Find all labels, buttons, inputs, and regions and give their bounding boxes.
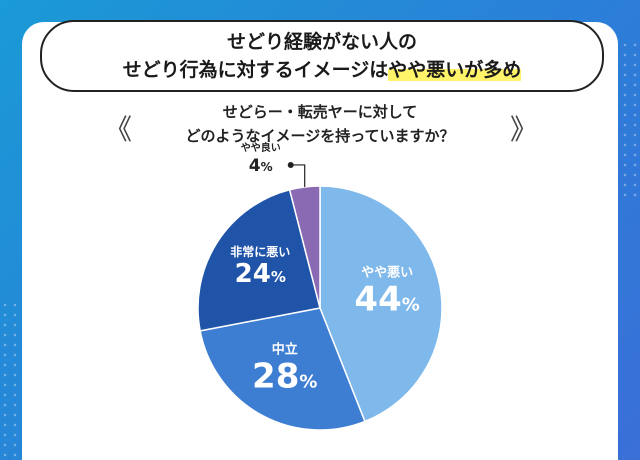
slice-value-3: 24% (235, 259, 286, 289)
question-line-1: せどらー・転売ヤーに対して (222, 103, 418, 121)
pie-slice-4 (288, 185, 321, 309)
leader-dot (287, 161, 294, 168)
slice-value-2: 28% (252, 356, 317, 396)
left-bracket-icon: 《 (104, 113, 133, 146)
survey-question: せどらー・転売ヤーに対して どのようなイメージを持っていますか？ (100, 100, 540, 148)
slice-label-1: やや悪い (361, 265, 413, 280)
slice-value-4: 4% (249, 156, 273, 176)
slice-value-1: 44% (354, 279, 419, 319)
title-line-2-text: せどり行為に対するイメージは (122, 59, 389, 81)
title-line-2: せどり行為に対するイメージはやや悪いが多め (123, 56, 522, 84)
slice-label-2: 中立 (272, 341, 298, 357)
title-line-1: せどり経験がない人の (226, 31, 417, 53)
pie-slice-1 (319, 185, 443, 423)
right-bracket-icon: 》 (510, 113, 539, 146)
title-highlight: やや悪いが多め (388, 59, 522, 81)
pie-slice-3 (197, 188, 321, 332)
question-line-2: どのようなイメージを持っていますか？ (185, 127, 455, 145)
leader-line (290, 164, 306, 187)
slice-label-4: やや良い (241, 141, 281, 154)
pie-slice-2 (199, 307, 366, 431)
title-box: せどり経験がない人の せどり行為に対するイメージはやや悪いが多め (40, 20, 604, 92)
slice-label-3: 非常に悪い (230, 244, 290, 259)
